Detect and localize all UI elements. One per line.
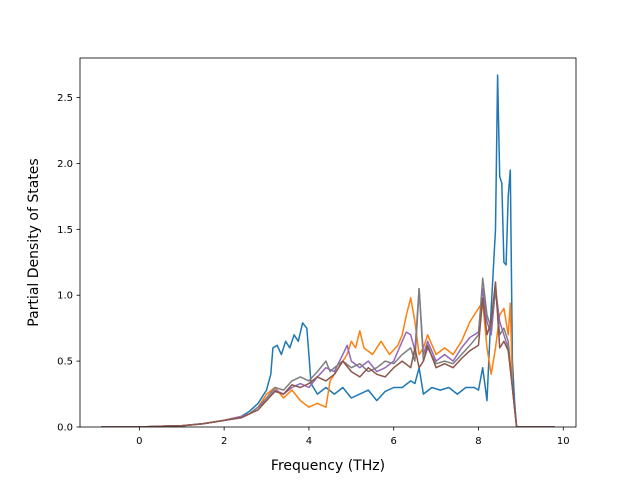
x-tick-label: 4 <box>306 436 312 447</box>
x-tick-label: 8 <box>475 436 481 447</box>
plot-frame <box>79 57 577 428</box>
y-tick-label: 0.0 <box>57 423 73 434</box>
series-line-4 <box>101 277 555 427</box>
y-tick-label: 2.0 <box>57 159 73 170</box>
y-axis-label: Partial Density of States <box>26 158 42 326</box>
x-tick-label: 6 <box>391 436 397 447</box>
series-line-1 <box>101 74 555 427</box>
y-tick-label: 1.0 <box>57 291 73 302</box>
x-tick-label: 10 <box>557 436 570 447</box>
y-tick-label: 2.5 <box>57 93 73 104</box>
x-axis-label: Frequency (THz) <box>271 458 385 474</box>
y-tick-label: 0.5 <box>57 357 73 368</box>
y-axis-ticks: 0.0 0.5 1.0 1.5 2.0 2.5 <box>57 93 80 434</box>
x-tick-label: 0 <box>136 436 142 447</box>
y-tick-label: 1.5 <box>57 225 73 236</box>
x-axis-ticks: 0 2 4 6 8 10 <box>136 427 570 447</box>
series-line-5 <box>101 281 555 427</box>
x-tick-label: 2 <box>221 436 227 447</box>
series-line-2 <box>101 297 555 427</box>
series-layer <box>101 74 555 427</box>
